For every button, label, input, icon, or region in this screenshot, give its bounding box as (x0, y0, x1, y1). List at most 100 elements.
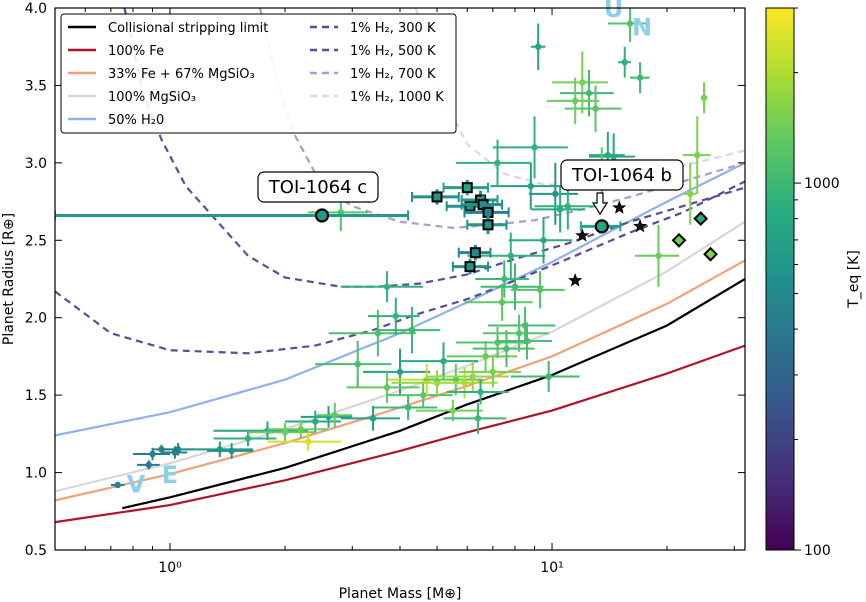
legend-entry-label: 33% Fe + 67% MgSiO₃ (108, 67, 255, 82)
planet-point (396, 368, 404, 376)
planet-point (545, 373, 552, 380)
planet-point (383, 283, 391, 290)
planet-square-marker (482, 219, 494, 231)
solar-system-label: V (127, 470, 146, 498)
y-tick-label: 4.0 (25, 1, 47, 17)
planet-point (511, 283, 519, 290)
y-tick-label: 2.5 (25, 233, 47, 249)
colorbar-label: T_eq [K] (846, 250, 862, 309)
planet-point (527, 182, 535, 190)
planet-point (469, 373, 476, 380)
toi-label: TOI-1064 c (268, 177, 367, 198)
legend-entry-label: 100% Fe (108, 44, 164, 59)
planet-square-marker (461, 182, 473, 194)
y-tick-label: 3.5 (25, 78, 47, 94)
legend-entry-label: 50% H₂0 (108, 113, 164, 128)
planet-point (572, 97, 579, 105)
model-curve-2 (55, 259, 745, 502)
planet-point (452, 376, 460, 383)
planet-point (694, 151, 701, 159)
y-tick-label: 1.0 (25, 466, 47, 482)
model-curve-1 (55, 344, 745, 524)
planet-point (579, 79, 586, 86)
toi-planet-marker (314, 208, 330, 223)
planet-star-marker (612, 200, 627, 214)
planet-point (354, 360, 361, 368)
y-tick-label: 2.0 (25, 311, 47, 327)
toi-arrow (591, 192, 609, 216)
x-tick-label: 10⁰ (158, 560, 182, 576)
legend-entry-label: Collisional stripping limit (108, 21, 268, 36)
toi-label-box (257, 171, 379, 203)
planet-point (281, 429, 289, 436)
planet-square-marker (464, 200, 476, 212)
y-tick-label: 1.5 (25, 388, 47, 404)
planet-point (621, 59, 628, 66)
planet-point (531, 144, 538, 151)
solar-system-label: E (162, 461, 178, 489)
planet-point (556, 206, 564, 213)
toi-planet-marker (594, 219, 609, 234)
colorbar-gradient (766, 8, 794, 550)
planet-point (149, 450, 156, 458)
planet-point (534, 43, 542, 50)
y-axis-label: Planet Radius [R⊕] (1, 213, 17, 345)
y-tick-label: 3.0 (25, 156, 47, 172)
planet-square-marker (431, 191, 443, 203)
solar-system-label: U (604, 0, 624, 23)
planet-point (244, 435, 252, 442)
legend-frame (60, 13, 457, 134)
legend-entry-label: 1% H₂, 300 K (350, 21, 436, 36)
colorbar: 100 1000 T_eq [K] (765, 7, 862, 559)
planet-point (515, 330, 523, 337)
planet-point (482, 353, 489, 360)
legend-entry-label: 1% H₂, 500 K (350, 44, 436, 59)
legend-entry-label: 1% H₂, 700 K (350, 67, 436, 82)
planet-point (507, 252, 514, 259)
planet-diamond-marker (671, 232, 687, 248)
planet-point (228, 447, 235, 455)
planet-point (477, 388, 484, 396)
planet-point (374, 330, 382, 337)
planet-point (687, 190, 694, 198)
planet-diamond-marker (703, 246, 718, 262)
y-tick-label: 0.5 (25, 543, 47, 559)
planet-point (461, 379, 468, 386)
planet-point (610, 153, 617, 160)
colorbar-frame (765, 7, 795, 551)
planet-point (585, 89, 593, 97)
planet-point (523, 337, 531, 345)
planet-point (636, 74, 644, 81)
planet-point (501, 275, 508, 283)
legend-entry-label: 1% H₂, 1000 K (350, 90, 444, 105)
planet-point (592, 105, 599, 112)
planet-point (536, 286, 544, 294)
model-curve-3 (55, 220, 745, 493)
planet-star-marker (568, 273, 583, 287)
planet-point (474, 415, 482, 422)
planet-point (552, 190, 559, 198)
planet-point (369, 415, 377, 422)
planet-point (404, 404, 412, 411)
planet-point (626, 20, 634, 27)
planet-square-marker (464, 261, 476, 273)
toi-label-box (560, 159, 684, 191)
model-curve-0 (122, 278, 745, 510)
planet-star-marker (575, 228, 590, 242)
planet-point (440, 357, 447, 365)
planet-point (392, 312, 399, 320)
planet-point (494, 159, 501, 167)
planet-star-marker (633, 218, 648, 233)
x-axis-label: Planet Mass [M⊕] (339, 586, 462, 602)
planet-point (304, 438, 312, 445)
legend-entry-label: 100% MgSiO₃ (108, 90, 196, 105)
planet-point (564, 203, 572, 210)
colorbar-tick-label: 1000 (804, 176, 840, 192)
planet-point (449, 407, 457, 414)
planet-point (700, 94, 708, 102)
colorbar-tick-label: 100 (804, 543, 831, 559)
planet-point (419, 391, 427, 399)
planet-square-marker (469, 247, 481, 259)
planet-point (312, 418, 319, 425)
